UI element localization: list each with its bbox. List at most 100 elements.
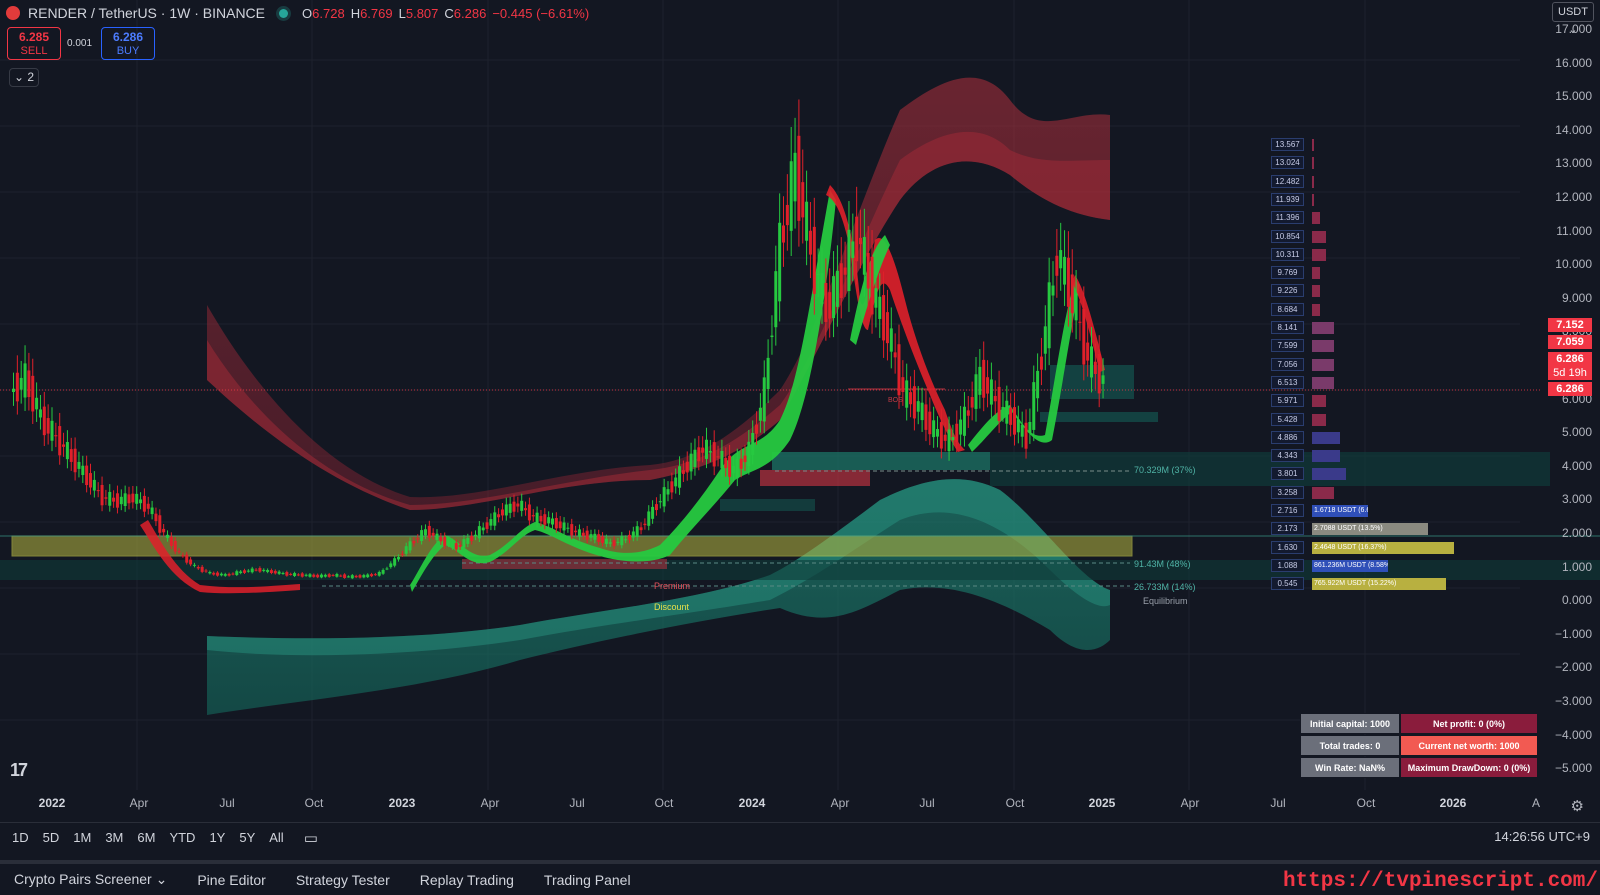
candle-body: [758, 407, 762, 421]
premium-label: Premium: [654, 581, 691, 591]
candle-body: [254, 569, 258, 571]
time-axis-tick: 2026: [1439, 796, 1467, 810]
time-axis-tick: 2024: [738, 796, 766, 810]
vp-level-label: 13.024: [1271, 156, 1304, 170]
indicators-collapse-button[interactable]: ⌄ 2: [9, 68, 39, 87]
tab-replay-trading[interactable]: Replay Trading: [419, 871, 514, 888]
tf-1m[interactable]: 1M: [73, 830, 92, 845]
vp-level-label: 12.482: [1271, 174, 1304, 188]
candle-body: [901, 377, 905, 392]
price-axis-tick: 9.000: [1561, 290, 1592, 305]
tf-3m[interactable]: 3M: [105, 830, 124, 845]
candle-body: [81, 465, 85, 476]
candle-body: [909, 392, 913, 405]
symbol-title[interactable]: RENDER / TetherUS · 1W · BINANCE: [28, 5, 266, 21]
buy-button[interactable]: 6.286 BUY: [101, 27, 155, 60]
clock[interactable]: 14:26:56 UTC+9: [1494, 829, 1590, 844]
vp-bar: 2.4648 USDT (16.37%): [1312, 541, 1454, 554]
max-drawdown-cell: Maximum DrawDown: 0 (0%): [1400, 757, 1538, 778]
chart-area[interactable]: RENDER / TetherUS · 1W · BINANCE O6.728 …: [0, 0, 1600, 815]
vp-level-label: 10.854: [1271, 229, 1304, 243]
candle-body: [516, 503, 520, 507]
candle-body: [281, 572, 285, 574]
trend-ribbon-down-early: [140, 520, 300, 594]
chart-header: RENDER / TetherUS · 1W · BINANCE O6.728 …: [6, 3, 589, 23]
candle-body: [331, 574, 335, 576]
trend-ribbon-green-2024: [850, 235, 890, 345]
candle-body: [62, 444, 66, 447]
candle-body: [500, 509, 504, 516]
tab-pine-editor[interactable]: Pine Editor: [197, 871, 266, 888]
vp-level-label: 4.886: [1271, 430, 1304, 444]
candle-body: [512, 501, 516, 512]
candle-body: [731, 465, 735, 474]
lower-band-inner: [207, 479, 1110, 656]
candle-body: [1093, 361, 1097, 374]
price-axis-tick: 5.000: [1561, 425, 1592, 440]
tf-1y[interactable]: 1Y: [209, 830, 226, 845]
tf-6m[interactable]: 6M: [137, 830, 156, 845]
volume-annotation-48: 91.43M (48%): [1134, 559, 1191, 569]
tf-1d[interactable]: 1D: [12, 830, 29, 845]
candle-body: [320, 574, 323, 578]
currency-button[interactable]: USDT ⌄: [1552, 2, 1594, 36]
candle-body: [158, 515, 162, 533]
candle-body: [674, 477, 678, 487]
candle-body: [323, 574, 327, 577]
candle-body: [289, 573, 293, 575]
vp-level-label: 1.630: [1271, 540, 1304, 554]
candle-body: [408, 541, 412, 551]
price-chart[interactable]: [0, 0, 1600, 810]
tf-5d[interactable]: 5D: [42, 830, 60, 845]
tab-crypto-pairs-screener[interactable]: Crypto Pairs Screener ⌄: [14, 871, 168, 887]
candle-body: [146, 503, 150, 509]
candle-body: [862, 237, 866, 275]
current-net-worth-cell: Current net worth: 1000: [1400, 735, 1538, 756]
candle-body: [805, 201, 809, 241]
bar-countdown: 5d 19h: [1548, 366, 1592, 380]
candle-body: [712, 442, 716, 467]
candle-body: [905, 380, 909, 408]
candle-body: [932, 420, 936, 438]
sell-button[interactable]: 6.285 SELL: [7, 27, 61, 60]
chart-settings-icon[interactable]: ⚙: [1570, 798, 1584, 815]
candle-body: [477, 526, 481, 539]
candle-body: [755, 424, 759, 434]
win-rate-cell: Win Rate: NaN%: [1300, 757, 1400, 778]
candle-body: [1013, 407, 1016, 435]
tab-strategy-tester[interactable]: Strategy Tester: [295, 871, 390, 888]
candle-body: [92, 479, 96, 491]
candle-body: [400, 553, 404, 555]
candle-body: [112, 497, 116, 502]
equilibrium-label: Equilibrium: [1143, 596, 1188, 606]
price-axis-tick: 10.000: [1555, 257, 1592, 272]
candle-body: [924, 404, 928, 430]
candle-body: [504, 504, 508, 516]
tradingview-logo-icon[interactable]: 17: [10, 760, 28, 780]
timeframe-bar: 1D 5D 1M 3M 6M YTD 1Y 5Y All ▭: [0, 822, 1600, 852]
candle-body: [223, 574, 227, 576]
candle-body: [196, 567, 200, 569]
candle-body: [189, 559, 193, 565]
candle-body: [135, 493, 139, 504]
candle-body: [343, 574, 347, 578]
tf-5y[interactable]: 5Y: [239, 830, 256, 845]
candle-body: [108, 491, 112, 506]
candle-body: [131, 493, 135, 503]
price-axis-tick: 2.000: [1561, 526, 1592, 540]
candle-body: [720, 450, 724, 469]
tab-trading-panel[interactable]: Trading Panel: [543, 871, 631, 888]
ohlc-values: O6.728 H6.769 L5.807 C6.286 −0.445 (−6.6…: [302, 5, 590, 21]
tf-all[interactable]: All: [269, 830, 284, 845]
candle-body: [547, 517, 551, 524]
candle-body: [50, 420, 54, 441]
date-range-icon[interactable]: ▭: [303, 829, 318, 847]
candle-body: [493, 512, 497, 526]
candle-body: [1066, 257, 1070, 307]
candle-body: [1043, 326, 1047, 354]
vp-bar: [1312, 468, 1346, 481]
tf-ytd[interactable]: YTD: [169, 830, 196, 845]
candle-body: [1063, 256, 1067, 285]
price-badge-high: 7.152: [1548, 318, 1592, 332]
candle-body: [231, 573, 235, 575]
